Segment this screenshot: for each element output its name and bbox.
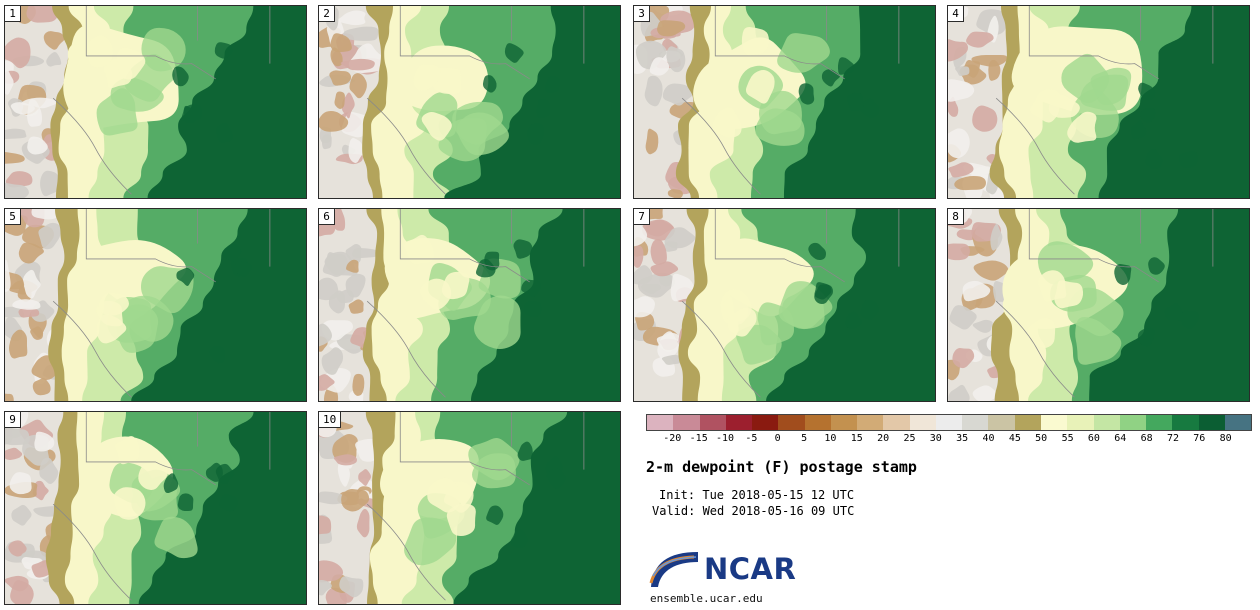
colorbar-tick: -10 bbox=[715, 433, 735, 444]
dewpoint-map bbox=[948, 6, 1249, 198]
colorbar-segment bbox=[988, 415, 1015, 430]
colorbar-tick: 80 bbox=[1219, 433, 1232, 444]
map-panel-4: 4 bbox=[947, 5, 1250, 199]
dewpoint-map bbox=[319, 209, 620, 401]
colorbar-segment bbox=[830, 415, 858, 430]
colorbar-segment bbox=[647, 415, 674, 430]
init-time: Init: Tue 2018-05-15 12 UTC bbox=[659, 488, 855, 502]
colorbar-segment bbox=[857, 415, 884, 430]
colorbar-tick: 68 bbox=[1140, 433, 1153, 444]
colorbar-segment bbox=[725, 415, 753, 430]
panel-number: 9 bbox=[5, 412, 21, 428]
colorbar-tick: 60 bbox=[1087, 433, 1100, 444]
map-panel-7: 7 bbox=[633, 208, 936, 402]
map-panel-2: 2 bbox=[318, 5, 621, 199]
map-panel-8: 8 bbox=[947, 208, 1250, 402]
panel-number: 4 bbox=[948, 6, 964, 22]
colorbar-segment bbox=[1014, 415, 1041, 430]
colorbar-tick: 64 bbox=[1114, 433, 1127, 444]
dewpoint-map bbox=[5, 209, 306, 401]
colorbar-tick: 10 bbox=[824, 433, 837, 444]
colorbar-tick: 0 bbox=[774, 433, 781, 444]
colorbar-segment bbox=[752, 415, 779, 430]
colorbar-segment bbox=[1119, 415, 1147, 430]
colorbar-segment bbox=[935, 415, 963, 430]
colorbar-tick: 15 bbox=[850, 433, 863, 444]
panel-number: 2 bbox=[319, 6, 335, 22]
colorbar-segment bbox=[673, 415, 700, 430]
dewpoint-map bbox=[5, 6, 306, 198]
colorbar-tick: 45 bbox=[1008, 433, 1021, 444]
colorbar-ticks: -20 -15 -10 -5 0 5 10 15 20 25 30 35 40 45 50 55 60 64 68 7… bbox=[646, 433, 1252, 446]
map-panel-6: 6 bbox=[318, 208, 621, 402]
dewpoint-map bbox=[634, 6, 935, 198]
colorbar-tick: 25 bbox=[903, 433, 916, 444]
panel-number: 7 bbox=[634, 209, 650, 225]
panel-number: 6 bbox=[319, 209, 335, 225]
dewpoint-map bbox=[319, 412, 620, 604]
colorbar-tick: 76 bbox=[1193, 433, 1206, 444]
logo-url: ensemble.ucar.edu bbox=[650, 592, 763, 605]
map-panel-5: 5 bbox=[4, 208, 307, 402]
map-panel-1: 1 bbox=[4, 5, 307, 199]
figure-title: 2-m dewpoint (F) postage stamp bbox=[646, 458, 917, 476]
colorbar-tick: -20 bbox=[663, 433, 682, 444]
colorbar-tick: 40 bbox=[982, 433, 995, 444]
colorbar-tick: 35 bbox=[956, 433, 969, 444]
ncar-logo-text: NCAR bbox=[704, 552, 797, 586]
panel-number: 8 bbox=[948, 209, 964, 225]
colorbar-segment bbox=[909, 415, 936, 430]
panel-number: 10 bbox=[319, 412, 342, 428]
colorbar-segment bbox=[1224, 415, 1252, 430]
colorbar-segment bbox=[1040, 415, 1068, 430]
colorbar-segment bbox=[1067, 415, 1094, 430]
colorbar-tick: -15 bbox=[689, 433, 708, 444]
colorbar-segment bbox=[1146, 415, 1173, 430]
colorbar-tick: -5 bbox=[745, 433, 758, 444]
dewpoint-map bbox=[634, 209, 935, 401]
colorbar-tick: 30 bbox=[929, 433, 942, 444]
colorbar bbox=[646, 414, 1252, 431]
map-panel-9: 9 bbox=[4, 411, 307, 605]
ncar-logo: NCAR bbox=[648, 549, 796, 589]
colorbar-tick: 5 bbox=[801, 433, 808, 444]
colorbar-segment bbox=[1172, 415, 1199, 430]
colorbar-segment bbox=[1198, 415, 1225, 430]
panel-number: 3 bbox=[634, 6, 650, 22]
colorbar-tick: 72 bbox=[1166, 433, 1180, 444]
dewpoint-map bbox=[319, 6, 620, 198]
colorbar-tick: 50 bbox=[1035, 433, 1048, 444]
dewpoint-map bbox=[948, 209, 1249, 401]
colorbar-segment bbox=[778, 415, 805, 430]
map-panel-10: 10 bbox=[318, 411, 621, 605]
colorbar-segment bbox=[699, 415, 726, 430]
valid-time: Valid: Wed 2018-05-16 09 UTC bbox=[652, 504, 855, 518]
colorbar-segment bbox=[1093, 415, 1120, 430]
run-metadata: Init: Tue 2018-05-15 12 UTC Valid: Wed 2… bbox=[652, 487, 854, 519]
dewpoint-map bbox=[5, 412, 306, 604]
colorbar-segment bbox=[804, 415, 831, 430]
ncar-swoosh-icon bbox=[649, 552, 698, 587]
colorbar-segment bbox=[962, 415, 989, 430]
colorbar-tick: 55 bbox=[1061, 433, 1074, 444]
map-panel-3: 3 bbox=[633, 5, 936, 199]
panel-number: 5 bbox=[5, 209, 21, 225]
panel-number: 1 bbox=[5, 6, 21, 22]
colorbar-segment bbox=[883, 415, 910, 430]
colorbar-tick: 20 bbox=[877, 433, 890, 444]
